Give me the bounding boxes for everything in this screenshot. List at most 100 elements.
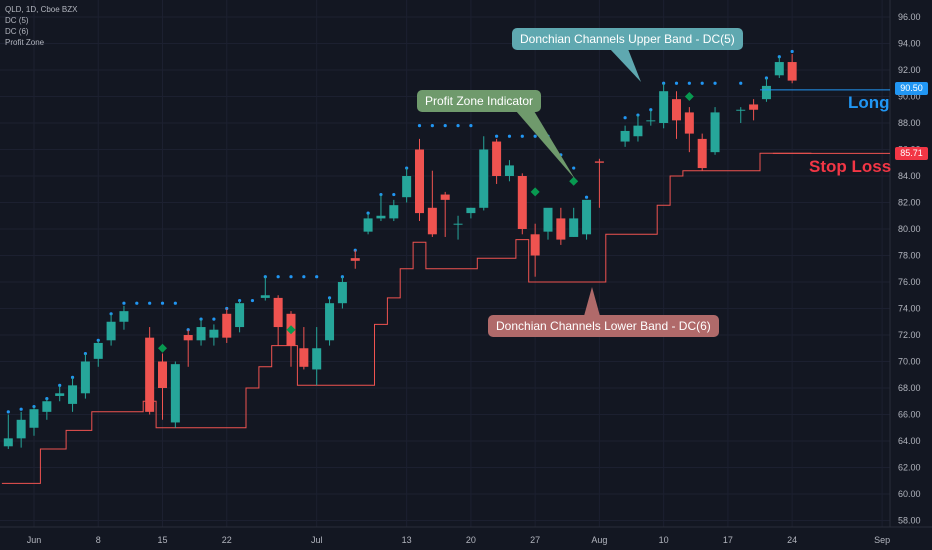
price-tick-label: 84.00 <box>898 171 921 181</box>
upper-band-dot <box>572 166 576 170</box>
profit-zone-diamond <box>569 176 579 186</box>
upper-band-dot <box>533 134 537 138</box>
upper-band-dot <box>430 124 434 128</box>
candle-body <box>196 327 206 341</box>
price-tick-label: 80.00 <box>898 224 921 234</box>
candle-body <box>646 120 656 122</box>
candle-body <box>93 342 103 359</box>
candle-body <box>106 321 116 341</box>
price-tick-label: 68.00 <box>898 383 921 393</box>
upper-band-dot <box>392 192 396 197</box>
candle-body <box>42 401 52 412</box>
candle-body <box>466 207 476 214</box>
time-tick-label: Jun <box>27 535 42 545</box>
candle-body <box>620 130 630 142</box>
upper-band-dot <box>674 81 679 85</box>
profit-callout-pointer <box>516 111 575 179</box>
candle-body <box>363 218 373 232</box>
upper-band-dot <box>250 298 255 303</box>
time-tick-label: 20 <box>466 535 476 545</box>
time-tick-label: 13 <box>402 535 412 545</box>
price-tick-label: 72.00 <box>898 330 921 340</box>
candle-body <box>569 218 579 237</box>
lower-band-line <box>1 152 812 484</box>
candle-body <box>376 215 386 219</box>
upper-band-dot <box>520 134 524 138</box>
candle-body <box>273 297 283 328</box>
upper-band-dot <box>417 124 422 128</box>
candle-body <box>3 438 13 447</box>
upper-band-dot <box>584 195 589 199</box>
candle-body <box>222 313 232 338</box>
candle-body <box>684 112 694 134</box>
profit-zone-diamond <box>158 343 167 353</box>
price-tick-label: 64.00 <box>898 436 921 446</box>
price-tick-label: 94.00 <box>898 39 921 49</box>
candle-body <box>736 109 746 111</box>
upper-band-dot <box>456 124 460 128</box>
upper-band-dot <box>276 275 280 279</box>
time-tick-label: 24 <box>787 535 797 545</box>
upper-band-dot <box>495 134 499 138</box>
candle-body <box>761 85 771 100</box>
candle-body <box>774 62 784 76</box>
upper-band-dot <box>19 407 23 411</box>
legend-dc5[interactable]: DC (5) <box>5 16 29 25</box>
time-tick-label: Jul <box>311 535 323 545</box>
time-tick-label: Sep <box>874 535 890 545</box>
time-tick-label: 17 <box>723 535 733 545</box>
legend-symbol[interactable]: QLD, 1D, Cboe BZX <box>5 5 78 14</box>
time-tick-label: 27 <box>530 535 540 545</box>
candle-body <box>209 329 219 338</box>
upper-band-dot <box>160 301 165 305</box>
price-tick-label: 70.00 <box>898 357 921 367</box>
candle-body <box>697 138 707 169</box>
candle-body <box>158 361 167 388</box>
candle-body <box>556 218 566 240</box>
price-tick-label: 96.00 <box>898 12 921 22</box>
price-tick-label: 76.00 <box>898 277 921 287</box>
candle-body <box>710 112 720 153</box>
time-tick-label: 22 <box>222 535 232 545</box>
candle-body <box>68 385 78 404</box>
candle-body <box>672 99 681 121</box>
price-axis[interactable]: 58.00 60.00 62.00 64.00 66.00 68.00 70.00 72.00… <box>898 12 921 526</box>
candle-body <box>55 393 65 396</box>
upper-band-dot <box>790 49 794 54</box>
upper-band-dot <box>739 81 743 85</box>
candle-body <box>299 348 309 367</box>
stop-loss-label: Stop Loss <box>809 157 892 176</box>
candle-body <box>517 176 527 229</box>
profit-zone-diamond <box>286 325 296 335</box>
callout-pointers <box>516 49 641 316</box>
candle-body <box>29 409 39 428</box>
upper-band-dot <box>173 301 177 305</box>
price-tick-label: 58.00 <box>898 516 921 526</box>
candle-body <box>260 295 270 298</box>
candle-body <box>350 258 360 261</box>
upper-band-dot <box>713 81 717 85</box>
candle-body <box>119 311 129 322</box>
price-tick-label: 90.00 <box>898 92 921 102</box>
legend-dc6[interactable]: DC (6) <box>5 27 29 36</box>
upper-band-dot <box>148 301 152 305</box>
upper-callout-pointer <box>610 49 641 82</box>
long-price-tag: 90.50 <box>895 82 928 95</box>
candle-body <box>440 194 450 200</box>
upper-band-dot <box>623 116 627 120</box>
candle-body <box>504 165 514 176</box>
legend-profit-zone[interactable]: Profit Zone <box>5 38 45 47</box>
profit-zone-diamond <box>684 92 694 101</box>
price-tick-label: 82.00 <box>898 198 921 208</box>
time-tick-label: 8 <box>96 535 101 545</box>
candle-body <box>582 199 592 235</box>
upper-band-dot <box>302 275 306 279</box>
upper-band-annotation: Donchian Channels Upper Band - DC(5) <box>512 28 743 50</box>
price-tick-label: 88.00 <box>898 118 921 128</box>
profit-zone-markers <box>158 92 694 353</box>
price-tick-label: 74.00 <box>898 304 921 314</box>
time-axis[interactable]: Jun 8 15 22 Jul 13 20 27 Aug 10 17 24 Sep <box>27 535 890 545</box>
lower-band-annotation: Donchian Channels Lower Band - DC(6) <box>488 315 719 337</box>
long-label: Long <box>848 93 890 112</box>
